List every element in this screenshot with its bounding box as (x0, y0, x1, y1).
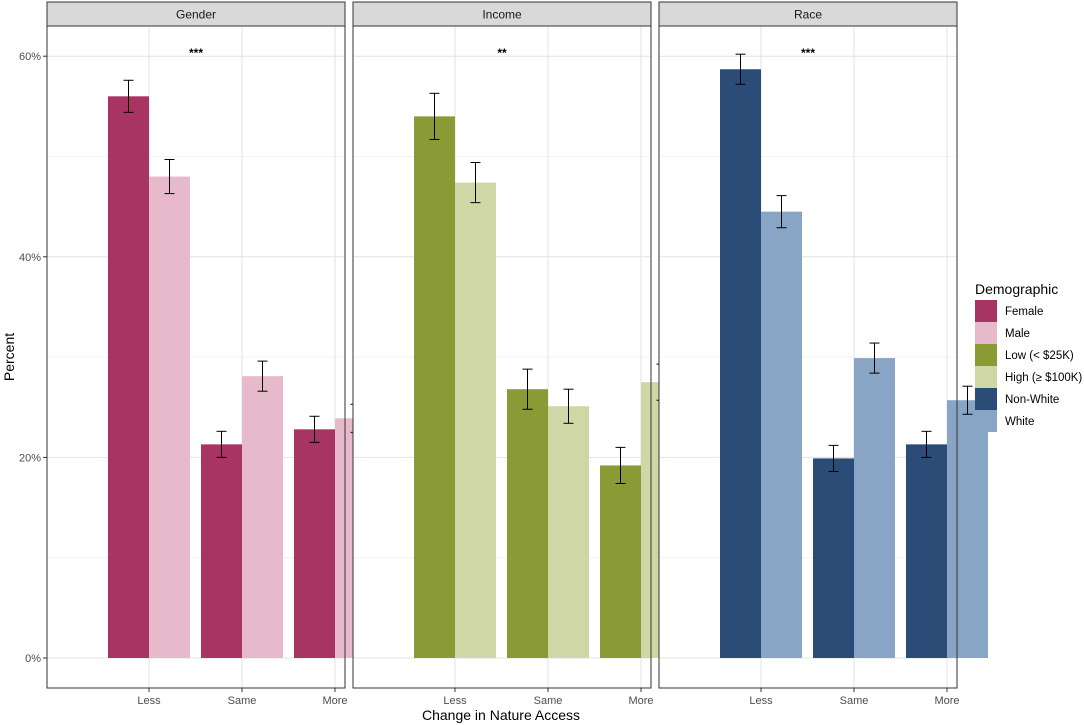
legend-label: Female (1005, 306, 1043, 318)
y-tick-label: 40% (19, 252, 41, 264)
x-tick-label: Same (534, 695, 563, 707)
legend-label: Low (< $25K) (1005, 350, 1074, 362)
facet-title: Income (482, 8, 522, 22)
x-axis-title: Change in Nature Access (422, 707, 580, 723)
legend-key-male (975, 322, 997, 344)
bar-non-white-less (720, 69, 761, 658)
legend-label: White (1005, 416, 1034, 428)
facet-strip (46, 1, 346, 27)
legend-label: Non-White (1005, 394, 1059, 406)
bar-male-same (242, 376, 283, 658)
bar-white-more (947, 400, 988, 658)
facet-strip (352, 1, 652, 27)
bar-female-less (108, 96, 149, 658)
legend-label: High (≥ $100K) (1005, 372, 1082, 384)
x-tick-label: More (934, 695, 959, 707)
facet-gender: *** Gender Less Same More (46, 1, 376, 707)
legend-key-female (975, 300, 997, 322)
x-tick-label: Less (749, 695, 773, 707)
axes: Percent Change in Nature Access 0% 20% 40%… (1, 51, 580, 723)
x-tick-label: More (628, 695, 653, 707)
x-tick-label: Less (137, 695, 161, 707)
legend-key-low-25k- (975, 344, 997, 366)
bar-white-same (854, 358, 895, 658)
facet-title: Race (794, 8, 822, 22)
bar-white-less (761, 211, 802, 659)
y-tick-label: 60% (19, 51, 41, 63)
bar-high-100k--same (548, 406, 589, 658)
x-tick-label: Same (228, 695, 257, 707)
legend-key-white (975, 410, 997, 432)
legend-label: Male (1005, 328, 1030, 340)
bar-non-white-same (813, 458, 854, 658)
x-tick-label: More (322, 695, 347, 707)
y-tick-label: 0% (25, 653, 41, 665)
legend-title: Demographic (975, 281, 1058, 297)
significance-label: *** (801, 46, 815, 60)
bar-low-25k--less (414, 116, 455, 658)
y-tick-label: 20% (19, 452, 41, 464)
x-tick-label: Less (443, 695, 467, 707)
x-tick-label: Same (840, 695, 869, 707)
legend-key-non-white (975, 388, 997, 410)
bar-high-100k--less (455, 182, 496, 658)
bar-male-less (149, 176, 190, 658)
bar-female-more (294, 429, 335, 658)
bar-non-white-more (906, 444, 947, 658)
significance-label: *** (189, 46, 203, 60)
legend: Demographic Female Male Low (< $25K) High (… (975, 281, 1082, 432)
facet-title: Gender (176, 8, 216, 22)
legend-key-high-100k- (975, 366, 997, 388)
y-axis-title: Percent (1, 333, 17, 381)
significance-label: ** (497, 46, 507, 60)
facet-strip (658, 1, 958, 27)
facets: *** Gender Less Same More ** Income Less Same Mor… (46, 1, 988, 707)
facet-race: *** Race Less Same More (658, 1, 988, 707)
bar-low-25k--more (600, 465, 641, 658)
bar-low-25k--same (507, 389, 548, 658)
bar-female-same (201, 444, 242, 658)
facet-income: ** Income Less Same More (352, 1, 682, 707)
